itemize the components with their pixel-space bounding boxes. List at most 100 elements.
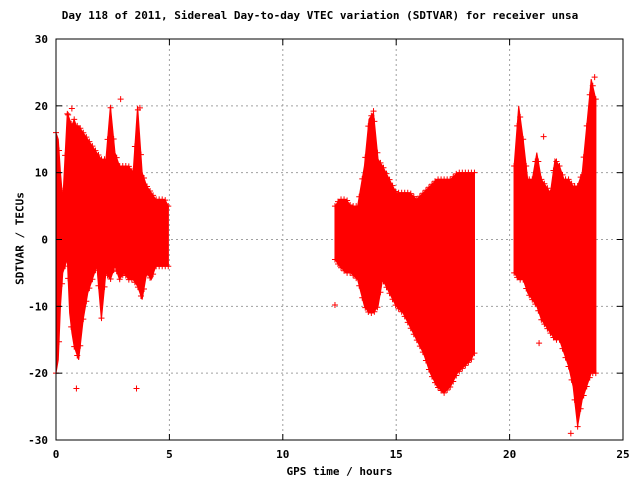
data-point: [544, 325, 551, 332]
data-point: [365, 309, 372, 316]
data-point: [550, 167, 557, 174]
data-point: [92, 267, 99, 274]
data-point: [471, 169, 478, 176]
data-point: [101, 283, 108, 290]
data-point: [159, 196, 166, 203]
data-point: [535, 158, 542, 165]
data-point: [380, 164, 387, 171]
data-point: [86, 285, 93, 292]
data-point: [592, 96, 599, 103]
data-point: [556, 162, 563, 169]
data-point: [574, 423, 581, 430]
data-point: [456, 368, 463, 375]
data-point: [453, 170, 460, 177]
data-point: [83, 134, 90, 141]
data-point: [428, 373, 435, 380]
data-point: [559, 171, 566, 178]
data-point: [359, 175, 366, 182]
data-point: [56, 147, 63, 154]
data-point: [73, 385, 80, 392]
data-point: [511, 269, 518, 276]
data-point: [447, 176, 454, 183]
data-point: [374, 304, 381, 311]
data-point: [68, 105, 75, 112]
data-point: [374, 149, 381, 156]
data-point: [574, 183, 581, 190]
data-point: [471, 350, 478, 357]
data-point: [568, 180, 575, 187]
chart-title: Day 118 of 2011, Sidereal Day-to-day VTE…: [61, 9, 579, 22]
data-point: [347, 269, 354, 276]
x-tick-label: 0: [53, 448, 60, 461]
y-tick-label: 20: [35, 100, 48, 113]
data-point: [341, 196, 348, 203]
data-point: [125, 163, 132, 170]
data-point: [116, 276, 123, 283]
y-tick-label: 10: [35, 167, 48, 180]
y-axis-label: SDTVAR / TECUs: [13, 192, 27, 285]
data-point: [413, 337, 420, 344]
y-tick-label: -10: [28, 300, 48, 313]
data-point: [128, 276, 135, 283]
data-point: [140, 285, 147, 292]
data-point: [532, 301, 539, 308]
data-point: [144, 183, 151, 190]
data-point: [468, 356, 475, 363]
data-point: [377, 159, 384, 166]
y-tick-label: 30: [35, 33, 48, 46]
data-point: [538, 316, 545, 323]
data-point: [119, 271, 126, 278]
data-point: [98, 315, 105, 322]
data-point: [389, 296, 396, 303]
data-point: [567, 430, 574, 437]
data-point: [565, 363, 572, 370]
data-point: [113, 154, 120, 161]
data-point: [416, 343, 423, 350]
data-point: [107, 104, 114, 111]
data-point: [547, 330, 554, 337]
data-point: [71, 343, 78, 350]
axis-ticks: 0 5 10 15 20 25 -30 -20 -10 0 10 20 30: [28, 33, 630, 461]
data-point: [523, 162, 530, 169]
data-point: [362, 304, 369, 311]
data-point: [95, 152, 102, 159]
data-point: [386, 176, 393, 183]
data-cluster: [53, 104, 172, 377]
data-point: [419, 190, 426, 197]
data-point: [371, 118, 378, 125]
data-point: [137, 293, 144, 300]
data-point: [404, 189, 411, 196]
data-point: [95, 282, 102, 289]
data-point: [580, 392, 587, 399]
data-point: [547, 189, 554, 196]
data-point: [422, 187, 429, 194]
data-point: [65, 111, 72, 118]
data-point: [392, 188, 399, 195]
data-point: [447, 383, 454, 390]
data-point: [562, 354, 569, 361]
data-point: [370, 108, 377, 115]
data-point: [517, 113, 524, 120]
data-point: [134, 284, 141, 291]
data-point: [117, 96, 124, 103]
data-point: [404, 319, 411, 326]
data-point: [520, 276, 527, 283]
data-point: [577, 174, 584, 181]
data-point: [334, 261, 341, 268]
data-point: [559, 345, 566, 352]
data-point: [407, 190, 414, 197]
x-tick-label: 15: [390, 448, 403, 461]
data-point: [441, 389, 448, 396]
data-point: [425, 366, 432, 373]
data-point: [591, 74, 598, 81]
x-tick-label: 25: [616, 448, 629, 461]
data-point: [514, 122, 521, 129]
data-point: [583, 383, 590, 390]
data-point: [65, 275, 72, 282]
data-point: [392, 302, 399, 309]
data-point: [338, 264, 345, 271]
data-point: [62, 263, 69, 270]
data-point: [377, 289, 384, 296]
data-point: [62, 152, 69, 159]
data-point: [365, 123, 372, 130]
